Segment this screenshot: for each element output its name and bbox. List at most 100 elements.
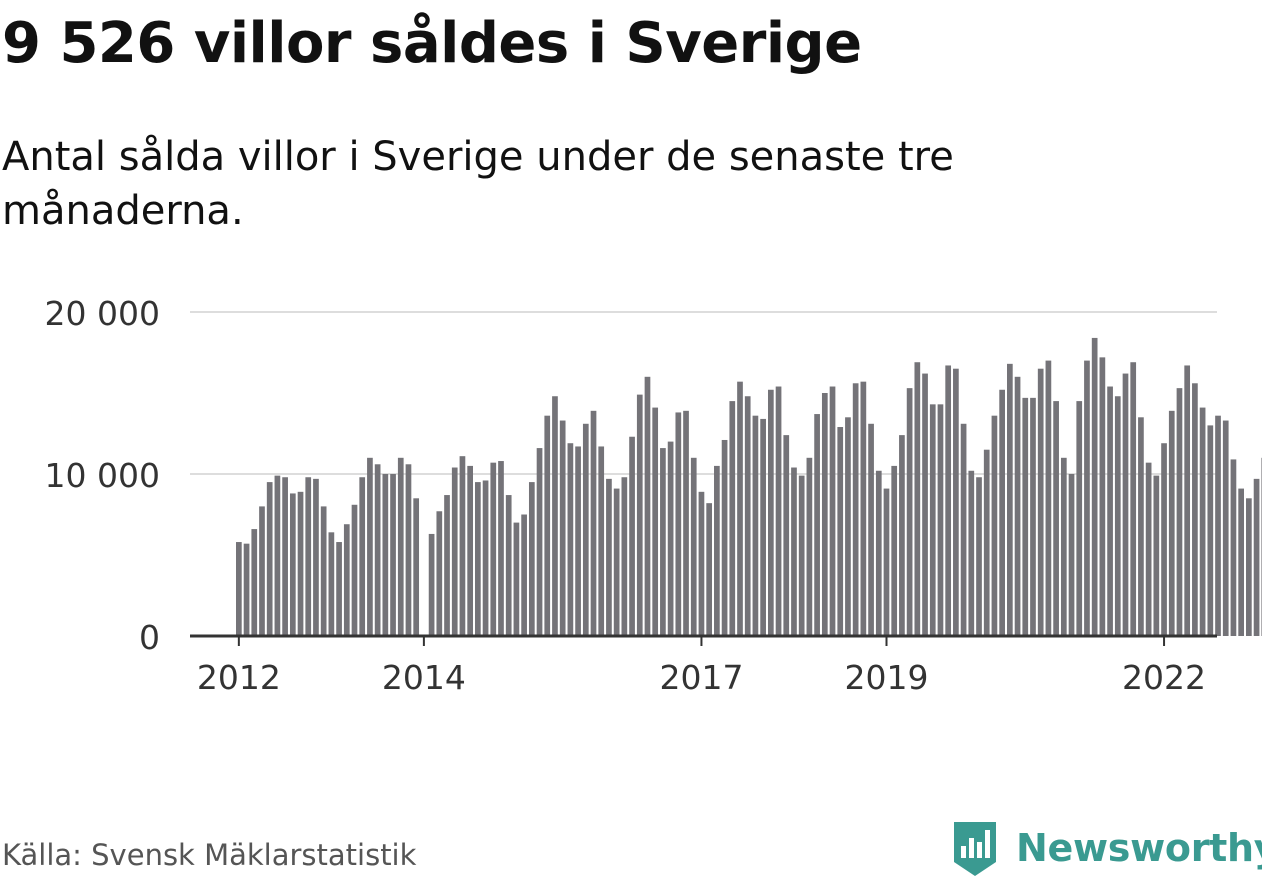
bar — [289, 493, 296, 636]
bar — [1138, 417, 1144, 636]
bar — [590, 410, 597, 636]
bar — [1007, 363, 1013, 636]
bar — [845, 417, 851, 636]
bar — [767, 389, 774, 636]
bar — [1053, 401, 1059, 636]
bar — [367, 457, 373, 636]
bar — [1199, 407, 1206, 636]
bar — [390, 474, 396, 636]
bar — [868, 423, 874, 636]
bar — [313, 478, 319, 636]
bar — [274, 475, 281, 636]
bar — [1130, 362, 1137, 636]
bar — [953, 368, 959, 636]
page-title: 9 526 villor såldes i Sverige — [2, 11, 862, 76]
bar — [636, 394, 643, 636]
bar — [351, 504, 358, 636]
bar — [1176, 388, 1183, 636]
bar — [305, 477, 312, 636]
bar — [1099, 357, 1106, 636]
bar — [374, 464, 381, 636]
bar — [1145, 462, 1152, 636]
y-tick-label: 0 — [139, 618, 160, 657]
bar — [744, 396, 751, 636]
bar — [243, 543, 250, 636]
bar — [559, 420, 566, 636]
bar — [660, 448, 666, 636]
bar — [467, 465, 473, 636]
bar — [690, 457, 697, 636]
bar — [721, 439, 728, 636]
bar — [806, 457, 813, 636]
bar — [336, 542, 342, 636]
bar — [752, 415, 759, 636]
bar — [960, 423, 967, 636]
bar — [837, 427, 844, 636]
bar — [814, 414, 820, 636]
bar — [282, 477, 288, 636]
bar — [899, 435, 905, 636]
bar — [968, 470, 975, 636]
bar — [791, 467, 797, 636]
x-tick-label: 2014 — [382, 658, 466, 697]
bar — [482, 480, 489, 636]
bar — [1161, 443, 1167, 636]
bar — [976, 477, 982, 636]
bar — [567, 443, 574, 636]
bar — [860, 381, 867, 636]
bar — [675, 412, 682, 636]
bar — [1068, 474, 1075, 636]
x-tick-label: 2022 — [1122, 658, 1206, 697]
bar — [451, 467, 458, 636]
x-tick-label: 2017 — [659, 658, 743, 697]
bar — [883, 488, 890, 636]
bar — [1084, 360, 1090, 636]
bar — [1238, 488, 1244, 636]
bar — [359, 477, 366, 636]
bar — [413, 498, 420, 636]
bar — [428, 533, 435, 636]
bar-chart-icon — [954, 822, 996, 876]
bar — [1222, 420, 1229, 636]
chart-subtitle: Antal sålda villor i Sverige under de se… — [2, 134, 954, 234]
bar — [875, 470, 882, 636]
bar — [475, 482, 481, 636]
bar — [459, 456, 466, 636]
bar — [729, 401, 736, 636]
bar — [575, 446, 581, 636]
bar — [444, 495, 450, 636]
bar — [1230, 459, 1237, 636]
bar — [999, 389, 1005, 636]
bar — [251, 529, 258, 636]
bar — [1153, 475, 1160, 636]
bar — [498, 461, 504, 636]
bar — [644, 376, 651, 636]
bar — [798, 475, 805, 636]
bar — [513, 522, 520, 636]
bar — [937, 404, 944, 636]
bar — [914, 362, 921, 636]
bar — [1114, 396, 1121, 636]
bar — [266, 482, 273, 636]
bar — [667, 441, 674, 636]
bar — [1045, 360, 1052, 636]
bar — [582, 423, 589, 636]
bar — [1184, 365, 1191, 636]
bar — [775, 386, 782, 636]
bar — [1107, 386, 1113, 636]
bar — [613, 488, 620, 636]
bar — [737, 381, 743, 636]
bar — [629, 436, 635, 636]
bar — [544, 415, 551, 636]
brand-name: Newsworthy — [1016, 826, 1262, 870]
bar — [1037, 368, 1044, 636]
bar — [621, 477, 628, 636]
bar — [1215, 415, 1221, 636]
bar — [821, 393, 828, 636]
bar — [714, 465, 720, 636]
x-tick-label: 2019 — [844, 658, 928, 697]
bar — [436, 511, 443, 636]
y-tick-label: 10 000 — [45, 456, 160, 495]
bar — [490, 462, 497, 636]
brand-logo: Newsworthy — [950, 818, 1262, 878]
